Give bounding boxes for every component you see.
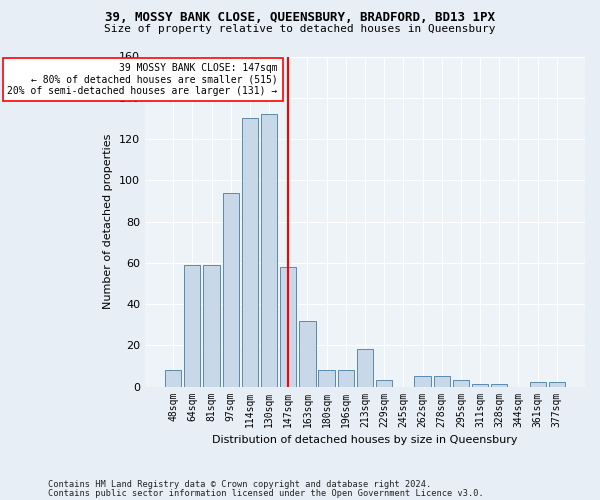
- Text: Size of property relative to detached houses in Queensbury: Size of property relative to detached ho…: [104, 24, 496, 34]
- Bar: [338, 370, 354, 386]
- Text: 39, MOSSY BANK CLOSE, QUEENSBURY, BRADFORD, BD13 1PX: 39, MOSSY BANK CLOSE, QUEENSBURY, BRADFO…: [105, 11, 495, 24]
- Bar: [434, 376, 450, 386]
- X-axis label: Distribution of detached houses by size in Queensbury: Distribution of detached houses by size …: [212, 435, 518, 445]
- Bar: [203, 265, 220, 386]
- Text: Contains public sector information licensed under the Open Government Licence v3: Contains public sector information licen…: [48, 490, 484, 498]
- Text: 39 MOSSY BANK CLOSE: 147sqm
← 80% of detached houses are smaller (515)
20% of se: 39 MOSSY BANK CLOSE: 147sqm ← 80% of det…: [7, 62, 278, 96]
- Bar: [453, 380, 469, 386]
- Bar: [223, 192, 239, 386]
- Y-axis label: Number of detached properties: Number of detached properties: [103, 134, 113, 309]
- Bar: [184, 265, 200, 386]
- Bar: [242, 118, 258, 386]
- Bar: [165, 370, 181, 386]
- Bar: [261, 114, 277, 386]
- Bar: [357, 350, 373, 387]
- Bar: [299, 320, 316, 386]
- Bar: [319, 370, 335, 386]
- Bar: [376, 380, 392, 386]
- Bar: [280, 267, 296, 386]
- Bar: [548, 382, 565, 386]
- Bar: [491, 384, 508, 386]
- Bar: [415, 376, 431, 386]
- Text: Contains HM Land Registry data © Crown copyright and database right 2024.: Contains HM Land Registry data © Crown c…: [48, 480, 431, 489]
- Bar: [530, 382, 546, 386]
- Bar: [472, 384, 488, 386]
